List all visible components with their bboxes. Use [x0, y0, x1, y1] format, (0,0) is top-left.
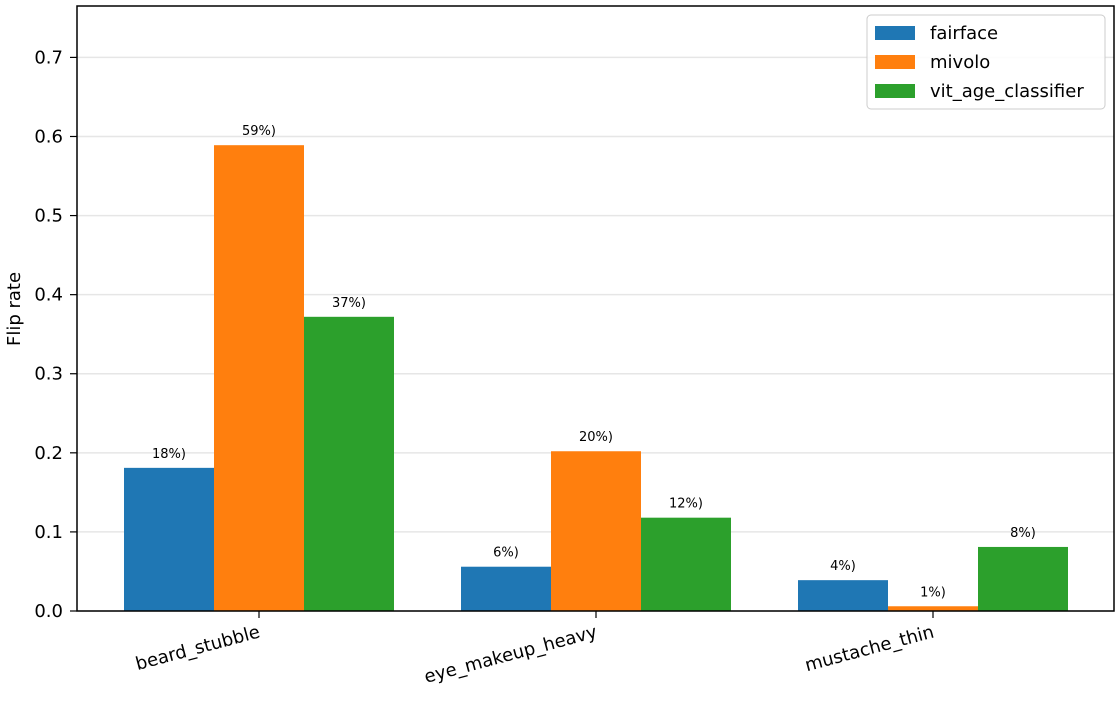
bar-vit_age_classifier-mustache_thin [978, 546, 1068, 611]
data-label: 1%) [920, 585, 946, 600]
bars [124, 145, 1068, 611]
legend-swatch-mivolo [875, 55, 915, 69]
data-label: 12%) [669, 497, 703, 512]
legend-swatch-fairface [875, 26, 915, 40]
bar-fairface-eye_makeup_heavy [461, 566, 551, 611]
bar-fairface-mustache_thin [798, 580, 888, 611]
x-tick-label: beard_stubble [133, 622, 262, 675]
y-axis-title: Flip rate [4, 272, 25, 346]
data-label: 37%) [332, 296, 366, 311]
y-tick-label: 0.1 [34, 522, 63, 543]
data-label: 59%) [242, 124, 276, 139]
legend-box [866, 14, 1106, 110]
y-tick-label: 0.7 [34, 47, 63, 68]
bar-mivolo-eye_makeup_heavy [551, 451, 641, 611]
data-label: 8%) [1010, 526, 1036, 541]
plot-frame [76, 5, 1115, 612]
bar-fairface-beard_stubble [124, 467, 214, 611]
bar-mivolo-beard_stubble [214, 145, 304, 611]
y-tick-label: 0.2 [34, 443, 63, 464]
y-tick-label: 0.3 [34, 364, 63, 385]
legend-swatch-vit_age_classifier [875, 84, 915, 98]
bar-vit_age_classifier-beard_stubble [304, 316, 394, 611]
x-tick-label: mustache_thin [803, 622, 937, 677]
y-tick-label: 0.0 [34, 601, 63, 622]
x-tick-label: eye_makeup_heavy [422, 621, 600, 687]
data-label: 6%) [493, 546, 519, 561]
data-label: 20%) [579, 430, 613, 445]
legend-label-fairface: fairface [930, 23, 998, 44]
bar-mivolo-mustache_thin [888, 606, 978, 611]
data-labels: 18%) 6%) 4%) 59%) 20%) 1%) 37%) 12%) 8%) [152, 124, 1036, 600]
y-tick-label: 0.4 [34, 285, 63, 306]
legend-label-vit_age_classifier: vit_age_classifier [930, 81, 1084, 102]
y-tick-label: 0.6 [34, 126, 63, 147]
data-label: 4%) [830, 559, 856, 574]
legend: fairface mivolo vit_age_classifier [866, 14, 1106, 110]
data-label: 18%) [152, 447, 186, 462]
y-tick-label: 0.5 [34, 206, 63, 227]
bar-vit_age_classifier-eye_makeup_heavy [641, 517, 731, 611]
legend-label-mivolo: mivolo [930, 52, 990, 73]
